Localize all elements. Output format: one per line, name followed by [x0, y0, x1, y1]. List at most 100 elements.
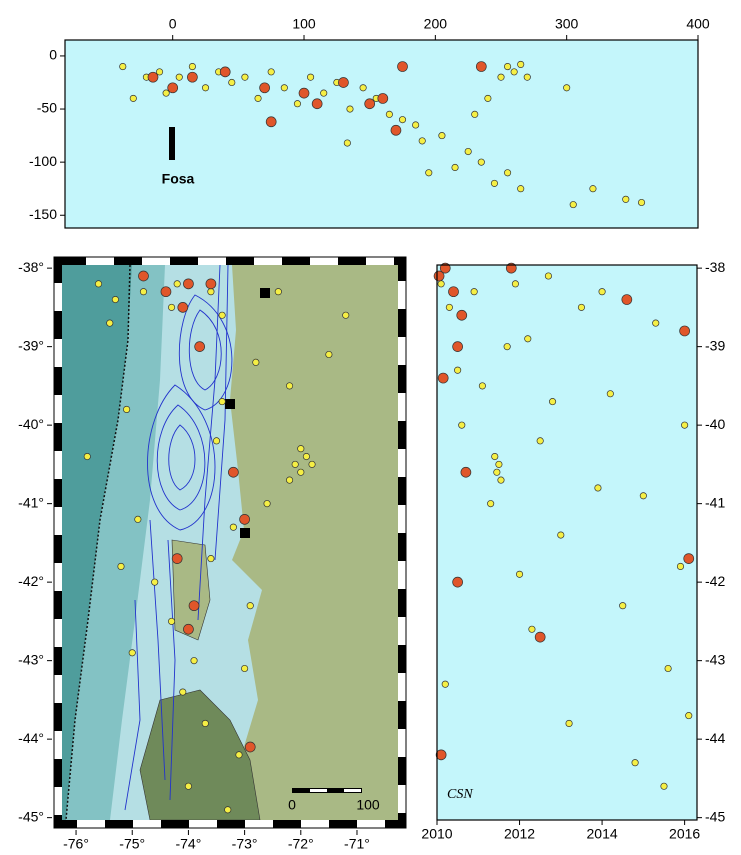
event: [398, 62, 408, 72]
event: [321, 90, 327, 96]
event: [638, 199, 644, 205]
event: [255, 95, 261, 101]
event: [84, 453, 90, 459]
event: [347, 106, 353, 112]
event: [140, 288, 146, 294]
event: [286, 477, 292, 483]
event: [607, 391, 613, 397]
event: [260, 83, 270, 93]
event: [653, 320, 659, 326]
event: [684, 554, 694, 564]
station: [225, 399, 235, 409]
event: [492, 453, 498, 459]
event: [344, 140, 350, 146]
event: [453, 577, 463, 587]
event: [266, 117, 276, 127]
event: [661, 783, 667, 789]
event: [281, 85, 287, 91]
event: [549, 398, 555, 404]
event: [558, 532, 564, 538]
scale-label: 100: [356, 797, 380, 813]
event: [595, 485, 601, 491]
x-tick-label: 2012: [504, 826, 535, 842]
x-tick-label: -71°: [344, 836, 370, 850]
event: [123, 406, 129, 412]
event: [338, 77, 348, 87]
event: [494, 469, 500, 475]
event: [161, 287, 171, 297]
event: [632, 759, 638, 765]
event: [247, 602, 253, 608]
event: [229, 79, 235, 85]
event: [202, 85, 208, 91]
y-tick-label: -43°: [18, 651, 44, 667]
event: [623, 196, 629, 202]
x-tick-label: -76°: [63, 836, 89, 850]
event: [439, 132, 445, 138]
event: [412, 122, 418, 128]
event: [230, 524, 236, 530]
event: [189, 601, 199, 611]
event: [118, 563, 124, 569]
panel: [62, 265, 398, 820]
figure: 01002003004000-50-100-150Fosa-76°-75°-74…: [0, 0, 741, 850]
y-tick-label: -100: [29, 153, 57, 169]
annotation: Fosa: [162, 171, 195, 187]
event: [438, 281, 444, 287]
y-tick-label: -41: [705, 494, 725, 510]
event: [498, 74, 504, 80]
event: [426, 170, 432, 176]
scale-bar-mid: [344, 789, 361, 792]
y-tick-label: -45°: [18, 808, 44, 824]
event: [120, 63, 126, 69]
event: [472, 111, 478, 117]
event: [183, 279, 193, 289]
event: [189, 63, 195, 69]
event: [378, 93, 388, 103]
plot-background: [65, 40, 698, 228]
x-tick-label: 400: [686, 16, 710, 32]
x-tick-label: -75°: [119, 836, 145, 850]
event: [680, 326, 690, 336]
event: [504, 170, 510, 176]
event: [465, 148, 471, 154]
event: [419, 138, 425, 144]
annotation: CSN: [447, 787, 473, 802]
event: [529, 626, 535, 632]
event: [386, 111, 392, 117]
event: [512, 281, 518, 287]
event: [236, 752, 242, 758]
event: [292, 461, 298, 467]
event: [107, 320, 113, 326]
event: [130, 95, 136, 101]
station: [240, 528, 250, 538]
event: [185, 783, 191, 789]
event: [95, 281, 101, 287]
event: [504, 343, 510, 349]
event: [518, 186, 524, 192]
event: [524, 74, 530, 80]
x-tick-label: 200: [424, 16, 448, 32]
y-tick-label: -45: [705, 808, 725, 824]
x-tick-label: 0: [169, 16, 177, 32]
event: [535, 632, 545, 642]
event: [225, 807, 231, 813]
event: [461, 467, 471, 477]
event: [452, 164, 458, 170]
event: [391, 125, 401, 135]
event: [438, 373, 448, 383]
event: [436, 750, 446, 760]
event: [206, 279, 216, 289]
event: [399, 116, 405, 122]
event: [168, 304, 174, 310]
event: [566, 720, 572, 726]
event: [213, 438, 219, 444]
event: [453, 342, 463, 352]
event: [449, 287, 459, 297]
y-tick-label: -38°: [18, 259, 44, 275]
event: [590, 186, 596, 192]
event: [228, 467, 238, 477]
event: [471, 288, 477, 294]
y-tick-label: -150: [29, 206, 57, 222]
event: [326, 351, 332, 357]
